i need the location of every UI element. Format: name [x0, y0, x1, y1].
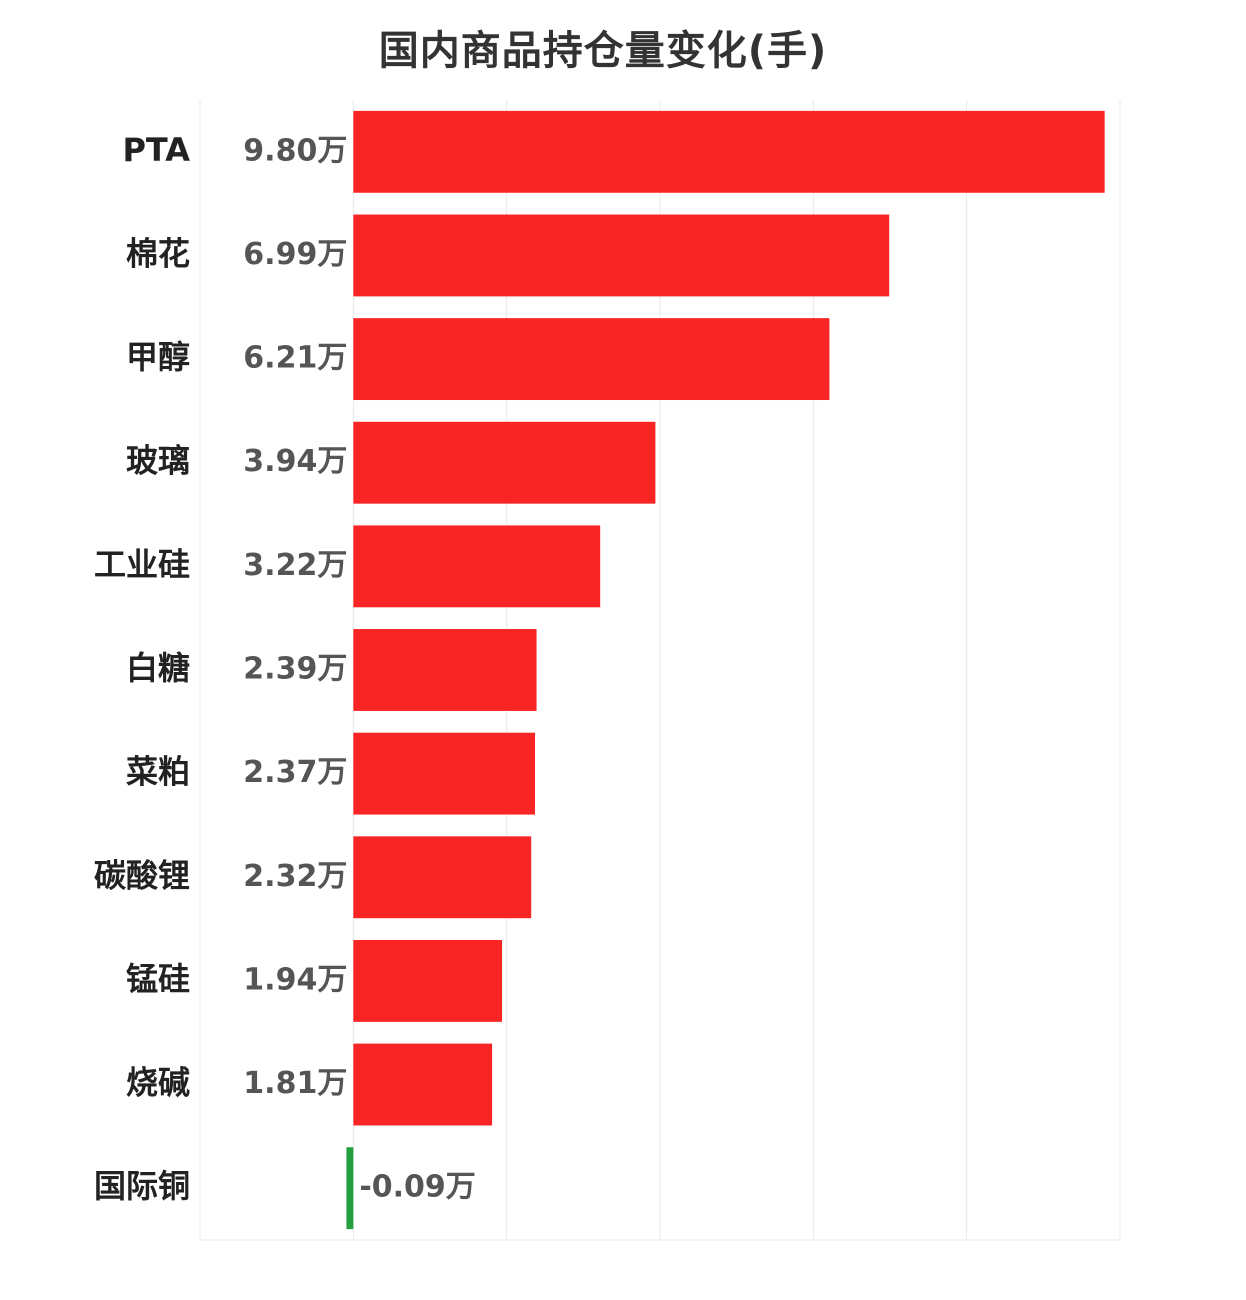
category-label: PTA — [122, 131, 190, 169]
bar-2 — [353, 318, 830, 401]
category-label: 烧碱 — [126, 1064, 190, 1102]
value-label: -0.09万 — [359, 1170, 475, 1205]
bar-5 — [353, 629, 537, 711]
value-label: 2.32万 — [243, 859, 347, 894]
category-label: 玻璃 — [126, 442, 190, 480]
value-label: 6.99万 — [243, 237, 347, 272]
bar-4 — [353, 525, 601, 608]
bar-3 — [353, 421, 656, 504]
value-label: 1.81万 — [243, 1066, 347, 1101]
bars — [346, 110, 1105, 1230]
bar-6 — [353, 732, 536, 815]
bar-10 — [346, 1147, 354, 1230]
value-label: 3.22万 — [243, 548, 347, 583]
value-label: 2.39万 — [243, 652, 347, 687]
value-label: 2.37万 — [243, 755, 347, 790]
category-label: 工业硅 — [94, 545, 190, 583]
value-label: 3.94万 — [243, 444, 347, 479]
category-label: 国际铜 — [94, 1167, 190, 1205]
value-label: 9.80万 — [243, 133, 347, 168]
bar-9 — [353, 1043, 493, 1126]
category-label: 碳酸锂 — [94, 856, 190, 894]
value-label: 1.94万 — [243, 962, 347, 997]
chart-title: 国内商品持仓量变化(手) — [378, 28, 828, 74]
value-label: 6.21万 — [243, 341, 347, 376]
category-label: 锰硅 — [126, 960, 190, 998]
category-label: 甲醇 — [126, 338, 190, 376]
bar-0 — [353, 110, 1105, 193]
category-label: 白糖 — [126, 649, 190, 687]
bar-1 — [353, 214, 890, 297]
category-label: 菜粕 — [126, 753, 190, 791]
bar-7 — [353, 836, 532, 919]
bar-8 — [353, 939, 503, 1022]
category-label: 棉花 — [126, 234, 190, 272]
